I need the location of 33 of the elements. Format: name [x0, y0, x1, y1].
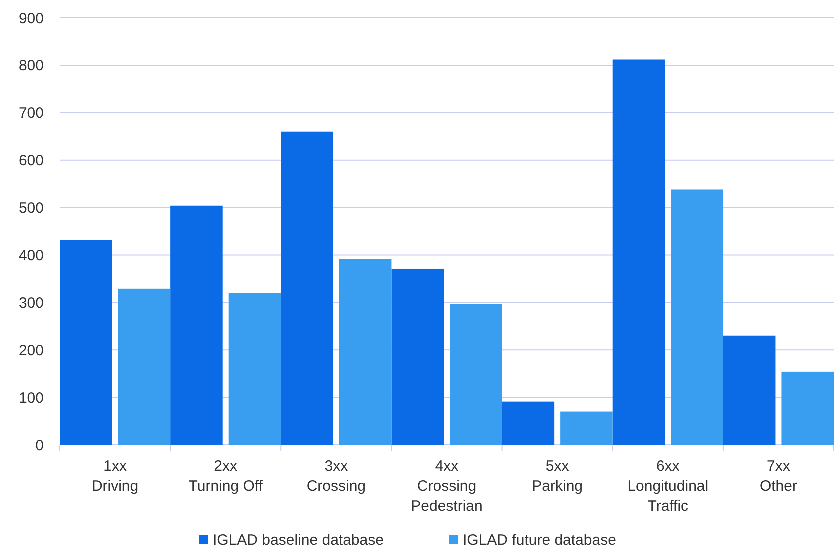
- y-tick-label: 700: [18, 105, 44, 122]
- x-tick-label: 1xx Driving: [92, 458, 139, 495]
- y-tick-label: 600: [18, 152, 44, 170]
- y-tick-label: 800: [18, 58, 44, 75]
- y-tick-label: 200: [18, 342, 44, 360]
- y-tick-label: 300: [18, 294, 44, 312]
- y-tick-label: 400: [18, 247, 44, 264]
- legend-label: IGLAD baseline database: [213, 532, 384, 549]
- bar: [560, 412, 613, 445]
- bar: [228, 293, 282, 445]
- x-tick-label: 3xx Crossing: [306, 458, 366, 495]
- bar: [723, 336, 776, 445]
- x-tick-label: 4xx Crossing Pedestrian: [411, 458, 483, 515]
- y-tick-label: 500: [18, 200, 44, 218]
- legend-label: IGLAD future database: [463, 532, 616, 549]
- bar: [502, 402, 555, 445]
- bar: [281, 132, 334, 445]
- bar: [60, 240, 112, 445]
- bar: [118, 288, 171, 445]
- x-tick-label: 2xx Turning Off: [188, 458, 264, 495]
- bar: [339, 259, 392, 445]
- x-tick-label: 5xx Parking: [532, 458, 583, 495]
- y-tick-label: 0: [36, 437, 44, 454]
- y-tick-label: 100: [18, 390, 44, 407]
- bar: [612, 60, 666, 445]
- x-tick-label: 6xx Longitudinal Traffic: [628, 458, 709, 515]
- bar: [450, 304, 502, 445]
- y-tick-label: 900: [18, 10, 44, 28]
- bar: [671, 190, 724, 445]
- bar: [170, 206, 223, 445]
- x-tick-label: 7xx Other: [760, 458, 798, 495]
- bar: [782, 372, 834, 445]
- bar: [392, 268, 444, 445]
